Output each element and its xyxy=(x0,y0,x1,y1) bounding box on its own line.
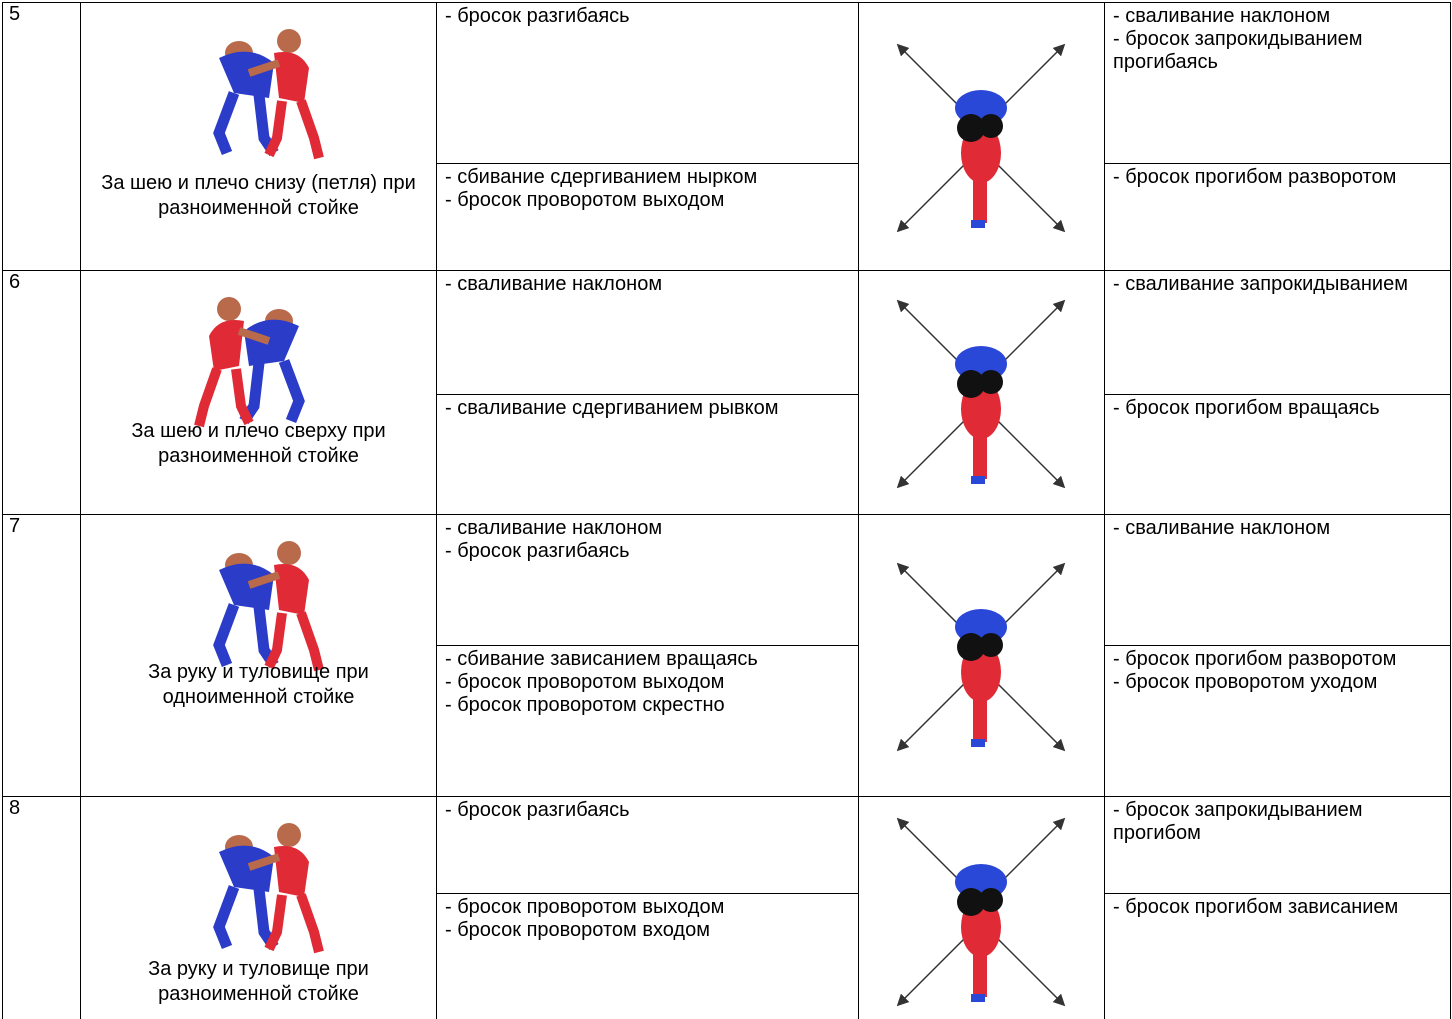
technique: - бросок разгибаясь xyxy=(445,540,630,562)
technique: - бросок разгибаясь xyxy=(445,799,630,821)
technique-list: - бросок разгибаясь xyxy=(436,796,859,894)
technique: - бросок проворотом входом xyxy=(445,919,710,941)
technique-list: - сваливание наклоном - бросок запрокидыв… xyxy=(1104,2,1451,164)
technique-list: - сваливание наклоном xyxy=(436,270,859,395)
hold-cell: За руку и туловище при разноименной стой… xyxy=(80,796,437,1019)
technique: - сваливание наклоном xyxy=(445,273,663,295)
technique: - сваливание сдергиванием рывком xyxy=(445,397,779,419)
technique: - сваливание запрокидыванием xyxy=(1113,273,1408,295)
wrestlers-image xyxy=(213,541,324,672)
top-view-cell xyxy=(858,2,1105,271)
technique: - бросок проворотом выходом xyxy=(445,896,725,918)
row-number: 6 xyxy=(2,270,81,515)
technique-list: - сваливание сдергиванием рывком xyxy=(436,394,859,515)
technique: - бросок прогибом разворотом xyxy=(1113,166,1397,188)
technique: - бросок проворотом выходом xyxy=(445,189,725,211)
technique: - сваливание наклоном xyxy=(445,517,663,539)
technique-list: - бросок запрокидыванием прогибом xyxy=(1104,796,1451,894)
technique-list: - сваливание запрокидыванием xyxy=(1104,270,1451,395)
hold-caption: За руку и туловище при разноименной стой… xyxy=(148,958,369,1005)
row-number: 8 xyxy=(2,796,81,1019)
top-view-image xyxy=(896,562,1066,751)
technique-list: - сваливание наклоном - бросок разгибаясь xyxy=(436,514,859,646)
hold-cell: За шею и плечо сверху при разноименной с… xyxy=(80,270,437,515)
technique-list: - сбивание сдергиванием нырком - бросок п… xyxy=(436,163,859,271)
technique: - бросок прогибом разворотом xyxy=(1113,648,1397,670)
technique: - бросок запрокидыванием прогибом xyxy=(1113,799,1363,844)
technique-list: - бросок прогибом зависанием xyxy=(1104,893,1451,1019)
hold-caption: За руку и туловище при одноименной стойк… xyxy=(148,661,369,708)
top-view-image xyxy=(896,299,1066,488)
technique: - бросок прогибом зависанием xyxy=(1113,896,1399,918)
top-view-cell xyxy=(858,514,1105,797)
top-view-cell xyxy=(858,796,1105,1019)
technique: - бросок запрокидыванием прогибаясь xyxy=(1113,28,1363,73)
technique-list: - бросок прогибом разворотом xyxy=(1104,163,1451,271)
wrestlers-image xyxy=(194,297,305,428)
wrestlers-image xyxy=(213,29,324,160)
technique-list: - сваливание наклоном xyxy=(1104,514,1451,646)
technique: - бросок проворотом скрестно xyxy=(445,694,725,716)
technique-list: - бросок прогибом разворотом - бросок про… xyxy=(1104,645,1451,797)
hold-cell: За шею и плечо снизу (петля) при разноим… xyxy=(80,2,437,271)
technique-list: - бросок прогибом вращаясь xyxy=(1104,394,1451,515)
technique: - сбивание зависанием вращаясь xyxy=(445,648,758,670)
technique: - бросок разгибаясь xyxy=(445,5,630,27)
wrestlers-image xyxy=(213,823,324,954)
technique-list: - сбивание зависанием вращаясь - бросок п… xyxy=(436,645,859,797)
top-view-cell xyxy=(858,270,1105,515)
row-number: 7 xyxy=(2,514,81,797)
technique-list: - бросок проворотом выходом - бросок пров… xyxy=(436,893,859,1019)
technique: - бросок проворотом выходом xyxy=(445,671,725,693)
hold-caption: За шею и плечо снизу (петля) при разноим… xyxy=(101,172,416,219)
technique-list: - бросок разгибаясь xyxy=(436,2,859,164)
technique: - сваливание наклоном xyxy=(1113,517,1331,539)
technique: - бросок прогибом вращаясь xyxy=(1113,397,1380,419)
technique: - сваливание наклоном xyxy=(1113,5,1331,27)
technique: - бросок проворотом уходом xyxy=(1113,671,1378,693)
top-view-image xyxy=(896,43,1066,232)
row-number: 5 xyxy=(2,2,81,271)
hold-caption: За шею и плечо сверху при разноименной с… xyxy=(131,420,386,467)
hold-cell: За руку и туловище при одноименной стойк… xyxy=(80,514,437,797)
technique: - сбивание сдергиванием нырком xyxy=(445,166,758,188)
top-view-image xyxy=(896,817,1066,1007)
